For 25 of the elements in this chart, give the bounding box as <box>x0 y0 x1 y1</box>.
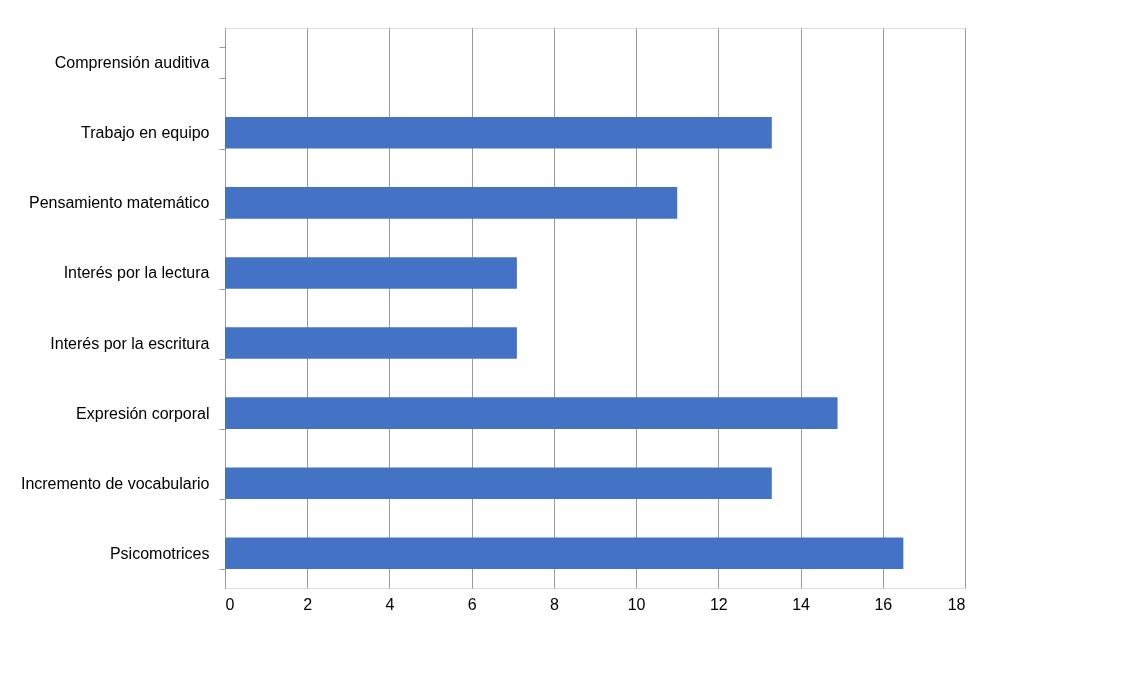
bar <box>225 187 678 219</box>
bar <box>225 117 772 149</box>
bar <box>225 257 517 289</box>
y-tick-label: Psicomotrices <box>109 544 210 562</box>
x-tick-label: 18 <box>947 595 966 613</box>
bar <box>225 537 904 570</box>
y-tick-label: Interés por la lectura <box>63 264 210 282</box>
x-tick-label: 16 <box>874 595 893 613</box>
x-tick-label: 8 <box>549 595 559 613</box>
x-tick-label: 4 <box>385 595 395 613</box>
x-tick-label: 2 <box>303 595 313 613</box>
y-tick-label: Pensamiento matemático <box>28 194 210 212</box>
x-tick-label: 14 <box>792 595 811 613</box>
bar <box>225 397 838 429</box>
x-tick-label: 0 <box>225 595 235 613</box>
y-tick-label: Comprensión auditiva <box>54 54 210 72</box>
y-tick-label: Trabajo en equipo <box>81 124 210 142</box>
bar <box>225 327 517 359</box>
x-tick-label: 6 <box>467 595 477 613</box>
x-tick-label: 12 <box>709 595 728 613</box>
y-tick-label: Interés por la escritura <box>50 334 210 352</box>
x-tick-label: 10 <box>627 595 646 613</box>
y-tick-label: Expresión corporal <box>76 404 210 422</box>
y-tick-label: Incremento de vocabulario <box>20 474 210 492</box>
bar <box>225 467 772 499</box>
